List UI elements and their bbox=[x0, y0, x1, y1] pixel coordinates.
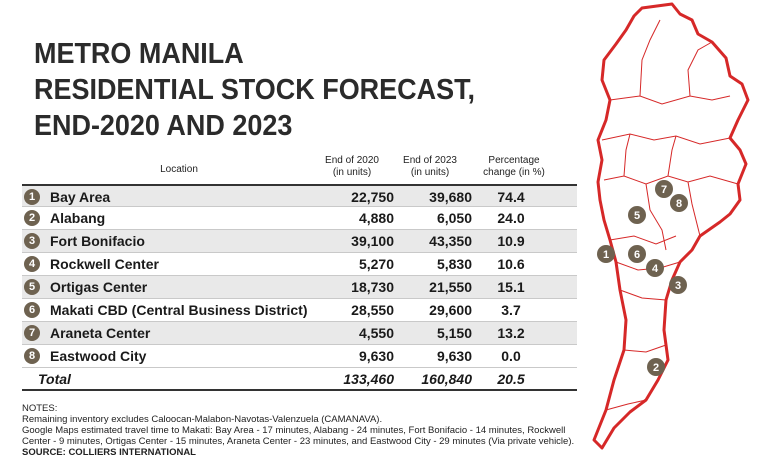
svg-text:8: 8 bbox=[676, 198, 682, 210]
cell-location: Araneta Center bbox=[50, 325, 151, 341]
svg-text:6: 6 bbox=[634, 249, 640, 261]
row-number-badge: 4 bbox=[24, 256, 40, 272]
data-table: 1 Bay Area 22,750 39,680 74.4 2 Alabang 4,880 6,… bbox=[22, 184, 577, 391]
cell-end-2023: 29,600 bbox=[429, 302, 472, 318]
cell-end-2023: 5,830 bbox=[436, 256, 472, 272]
cell-end-2020: 18,730 bbox=[351, 279, 394, 295]
title-line-2: RESIDENTIAL STOCK FORECAST, bbox=[34, 74, 476, 106]
header-end-2020: End of 2020 (in units) bbox=[312, 155, 392, 179]
row-number-badge: 3 bbox=[24, 233, 40, 249]
cell-end-2023: 43,350 bbox=[429, 233, 472, 249]
cell-location: Rockwell Center bbox=[50, 256, 159, 272]
row-number-badge: 2 bbox=[24, 210, 40, 226]
notes-line-3: Center - 9 minutes, Ortigas Center - 15 … bbox=[22, 436, 575, 447]
map-marker-4: 4 bbox=[646, 259, 664, 277]
header-percentage-change: Percentage change (in %) bbox=[474, 155, 554, 179]
svg-text:5: 5 bbox=[634, 210, 640, 222]
notes-label: NOTES: bbox=[22, 403, 58, 414]
map-outline bbox=[592, 2, 750, 450]
cell-end-2023: 5,150 bbox=[436, 325, 472, 341]
total-end-2020: 133,460 bbox=[343, 371, 394, 387]
table-row: 6 Makati CBD (Central Business District) 2… bbox=[22, 299, 577, 322]
cell-end-2020: 22,750 bbox=[351, 189, 394, 205]
cell-percentage-change: 10.9 bbox=[497, 233, 525, 249]
title-line-3: END-2020 AND 2023 bbox=[34, 110, 293, 142]
row-number-badge: 6 bbox=[24, 302, 40, 318]
cell-percentage-change: 74.4 bbox=[497, 189, 525, 205]
map-markers: 1 2 3 4 5 6 7 8 bbox=[597, 180, 688, 376]
source: SOURCE: COLLIERS INTERNATIONAL bbox=[22, 447, 196, 458]
cell-location: Fort Bonifacio bbox=[50, 233, 145, 249]
table-row: 7 Araneta Center 4,550 5,150 13.2 bbox=[22, 322, 577, 345]
title-line-1: METRO MANILA bbox=[34, 38, 244, 70]
table-row: 1 Bay Area 22,750 39,680 74.4 bbox=[22, 184, 577, 207]
header-pct-line2: change (in %) bbox=[483, 167, 545, 178]
header-end-2020-line1: End of 2020 bbox=[325, 155, 379, 166]
header-end-2023: End of 2023 (in units) bbox=[390, 155, 470, 179]
header-end-2020-line2: (in units) bbox=[332, 167, 372, 178]
header-pct-line1: Percentage bbox=[488, 155, 540, 166]
svg-text:3: 3 bbox=[675, 280, 681, 292]
cell-end-2023: 6,050 bbox=[436, 210, 472, 226]
cell-end-2020: 4,880 bbox=[358, 210, 394, 226]
map-marker-3: 3 bbox=[669, 276, 687, 294]
svg-text:7: 7 bbox=[661, 184, 667, 196]
cell-end-2023: 39,680 bbox=[429, 189, 472, 205]
cell-location: Ortigas Center bbox=[50, 279, 148, 295]
cell-percentage-change: 15.1 bbox=[497, 279, 525, 295]
map-marker-7: 7 bbox=[655, 180, 673, 198]
map-marker-2: 2 bbox=[647, 358, 665, 376]
table-row: 3 Fort Bonifacio 39,100 43,350 10.9 bbox=[22, 230, 577, 253]
map-marker-1: 1 bbox=[597, 245, 615, 263]
notes-line-1: Remaining inventory excludes Caloocan-Ma… bbox=[22, 414, 383, 425]
cell-percentage-change: 0.0 bbox=[501, 348, 521, 364]
cell-location: Alabang bbox=[50, 210, 106, 226]
notes: NOTES: Remaining inventory excludes Calo… bbox=[22, 403, 762, 458]
svg-text:1: 1 bbox=[603, 249, 609, 261]
header-location: Location bbox=[160, 164, 198, 175]
header-end-2023-line1: End of 2023 bbox=[403, 155, 457, 166]
table-row: 2 Alabang 4,880 6,050 24.0 bbox=[22, 207, 577, 230]
cell-percentage-change: 3.7 bbox=[501, 302, 521, 318]
total-label: Total bbox=[38, 371, 71, 387]
table-row: 5 Ortigas Center 18,730 21,550 15.1 bbox=[22, 276, 577, 299]
map-marker-5: 5 bbox=[628, 206, 646, 224]
svg-text:2: 2 bbox=[653, 362, 659, 374]
total-percentage-change: 20.5 bbox=[497, 371, 525, 387]
table-header: Location End of 2020 (in units) End of 2… bbox=[34, 152, 574, 186]
cell-location: Eastwood City bbox=[50, 348, 147, 364]
row-number-badge: 1 bbox=[24, 189, 40, 205]
cell-end-2020: 28,550 bbox=[351, 302, 394, 318]
row-number-badge: 7 bbox=[24, 325, 40, 341]
cell-location: Makati CBD (Central Business District) bbox=[50, 302, 308, 318]
chart-title: METRO MANILA RESIDENTIAL STOCK FORECAST,… bbox=[34, 36, 476, 144]
cell-percentage-change: 10.6 bbox=[497, 256, 525, 272]
map-marker-6: 6 bbox=[628, 245, 646, 263]
cell-end-2020: 9,630 bbox=[358, 348, 394, 364]
notes-line-2: Google Maps estimated travel time to Mak… bbox=[22, 425, 566, 436]
map-marker-8: 8 bbox=[670, 194, 688, 212]
cell-end-2023: 9,630 bbox=[436, 348, 472, 364]
header-end-2023-line2: (in units) bbox=[410, 167, 450, 178]
total-end-2023: 160,840 bbox=[421, 371, 472, 387]
cell-percentage-change: 13.2 bbox=[497, 325, 525, 341]
cell-end-2020: 5,270 bbox=[358, 256, 394, 272]
cell-end-2020: 4,550 bbox=[358, 325, 394, 341]
row-number-badge: 5 bbox=[24, 279, 40, 295]
cell-end-2020: 39,100 bbox=[351, 233, 394, 249]
svg-text:4: 4 bbox=[652, 263, 659, 275]
table-total-row: Total 133,460 160,840 20.5 bbox=[22, 368, 577, 391]
cell-location: Bay Area bbox=[50, 189, 111, 205]
table-row: 4 Rockwell Center 5,270 5,830 10.6 bbox=[22, 253, 577, 276]
cell-end-2023: 21,550 bbox=[429, 279, 472, 295]
metro-manila-map: 1 2 3 4 5 6 7 8 bbox=[592, 2, 750, 450]
row-number-badge: 8 bbox=[24, 348, 40, 364]
cell-percentage-change: 24.0 bbox=[497, 210, 525, 226]
table-row: 8 Eastwood City 9,630 9,630 0.0 bbox=[22, 345, 577, 368]
